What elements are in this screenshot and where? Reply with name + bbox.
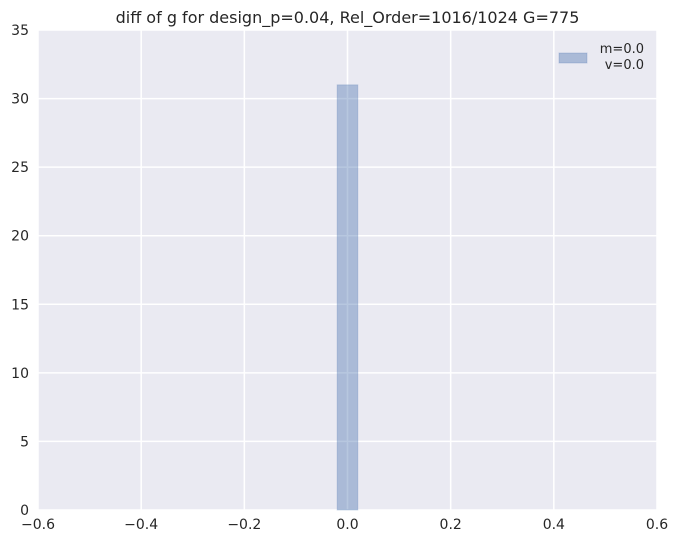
legend-label: m=0.0 — [600, 42, 644, 57]
y-tick-label: 20 — [11, 229, 29, 245]
y-tick-label: 25 — [11, 160, 29, 176]
histogram-bar — [336, 84, 359, 511]
x-tick-label: 0.4 — [543, 517, 565, 533]
y-tick-label: 35 — [11, 23, 29, 39]
chart-title: diff of g for design_p=0.04, Rel_Order=1… — [116, 8, 580, 28]
y-tick-label: 5 — [20, 434, 29, 450]
legend-label: v=0.0 — [605, 58, 644, 73]
y-tick-label: 0 — [20, 503, 29, 519]
y-tick-label: 30 — [11, 92, 29, 108]
x-tick-label: 0.0 — [336, 517, 358, 533]
x-tick-label: 0.6 — [646, 517, 668, 533]
legend: m=0.0v=0.0 — [558, 42, 644, 73]
x-tick-label: 0.2 — [440, 517, 462, 533]
x-tick-label: −0.4 — [124, 517, 158, 533]
bars — [336, 84, 359, 511]
y-axis-ticks: 0 5 10 15 20 25 30 35 — [11, 23, 29, 519]
grid-lines — [37, 29, 658, 511]
x-axis-ticks: −0.6 −0.4 −0.2 0.0 0.2 0.4 0.6 — [21, 517, 668, 533]
x-tick-label: −0.2 — [227, 517, 261, 533]
x-tick-label: −0.6 — [21, 517, 55, 533]
y-tick-label: 10 — [11, 366, 29, 382]
legend-swatch — [558, 52, 588, 64]
y-tick-label: 15 — [11, 297, 29, 313]
